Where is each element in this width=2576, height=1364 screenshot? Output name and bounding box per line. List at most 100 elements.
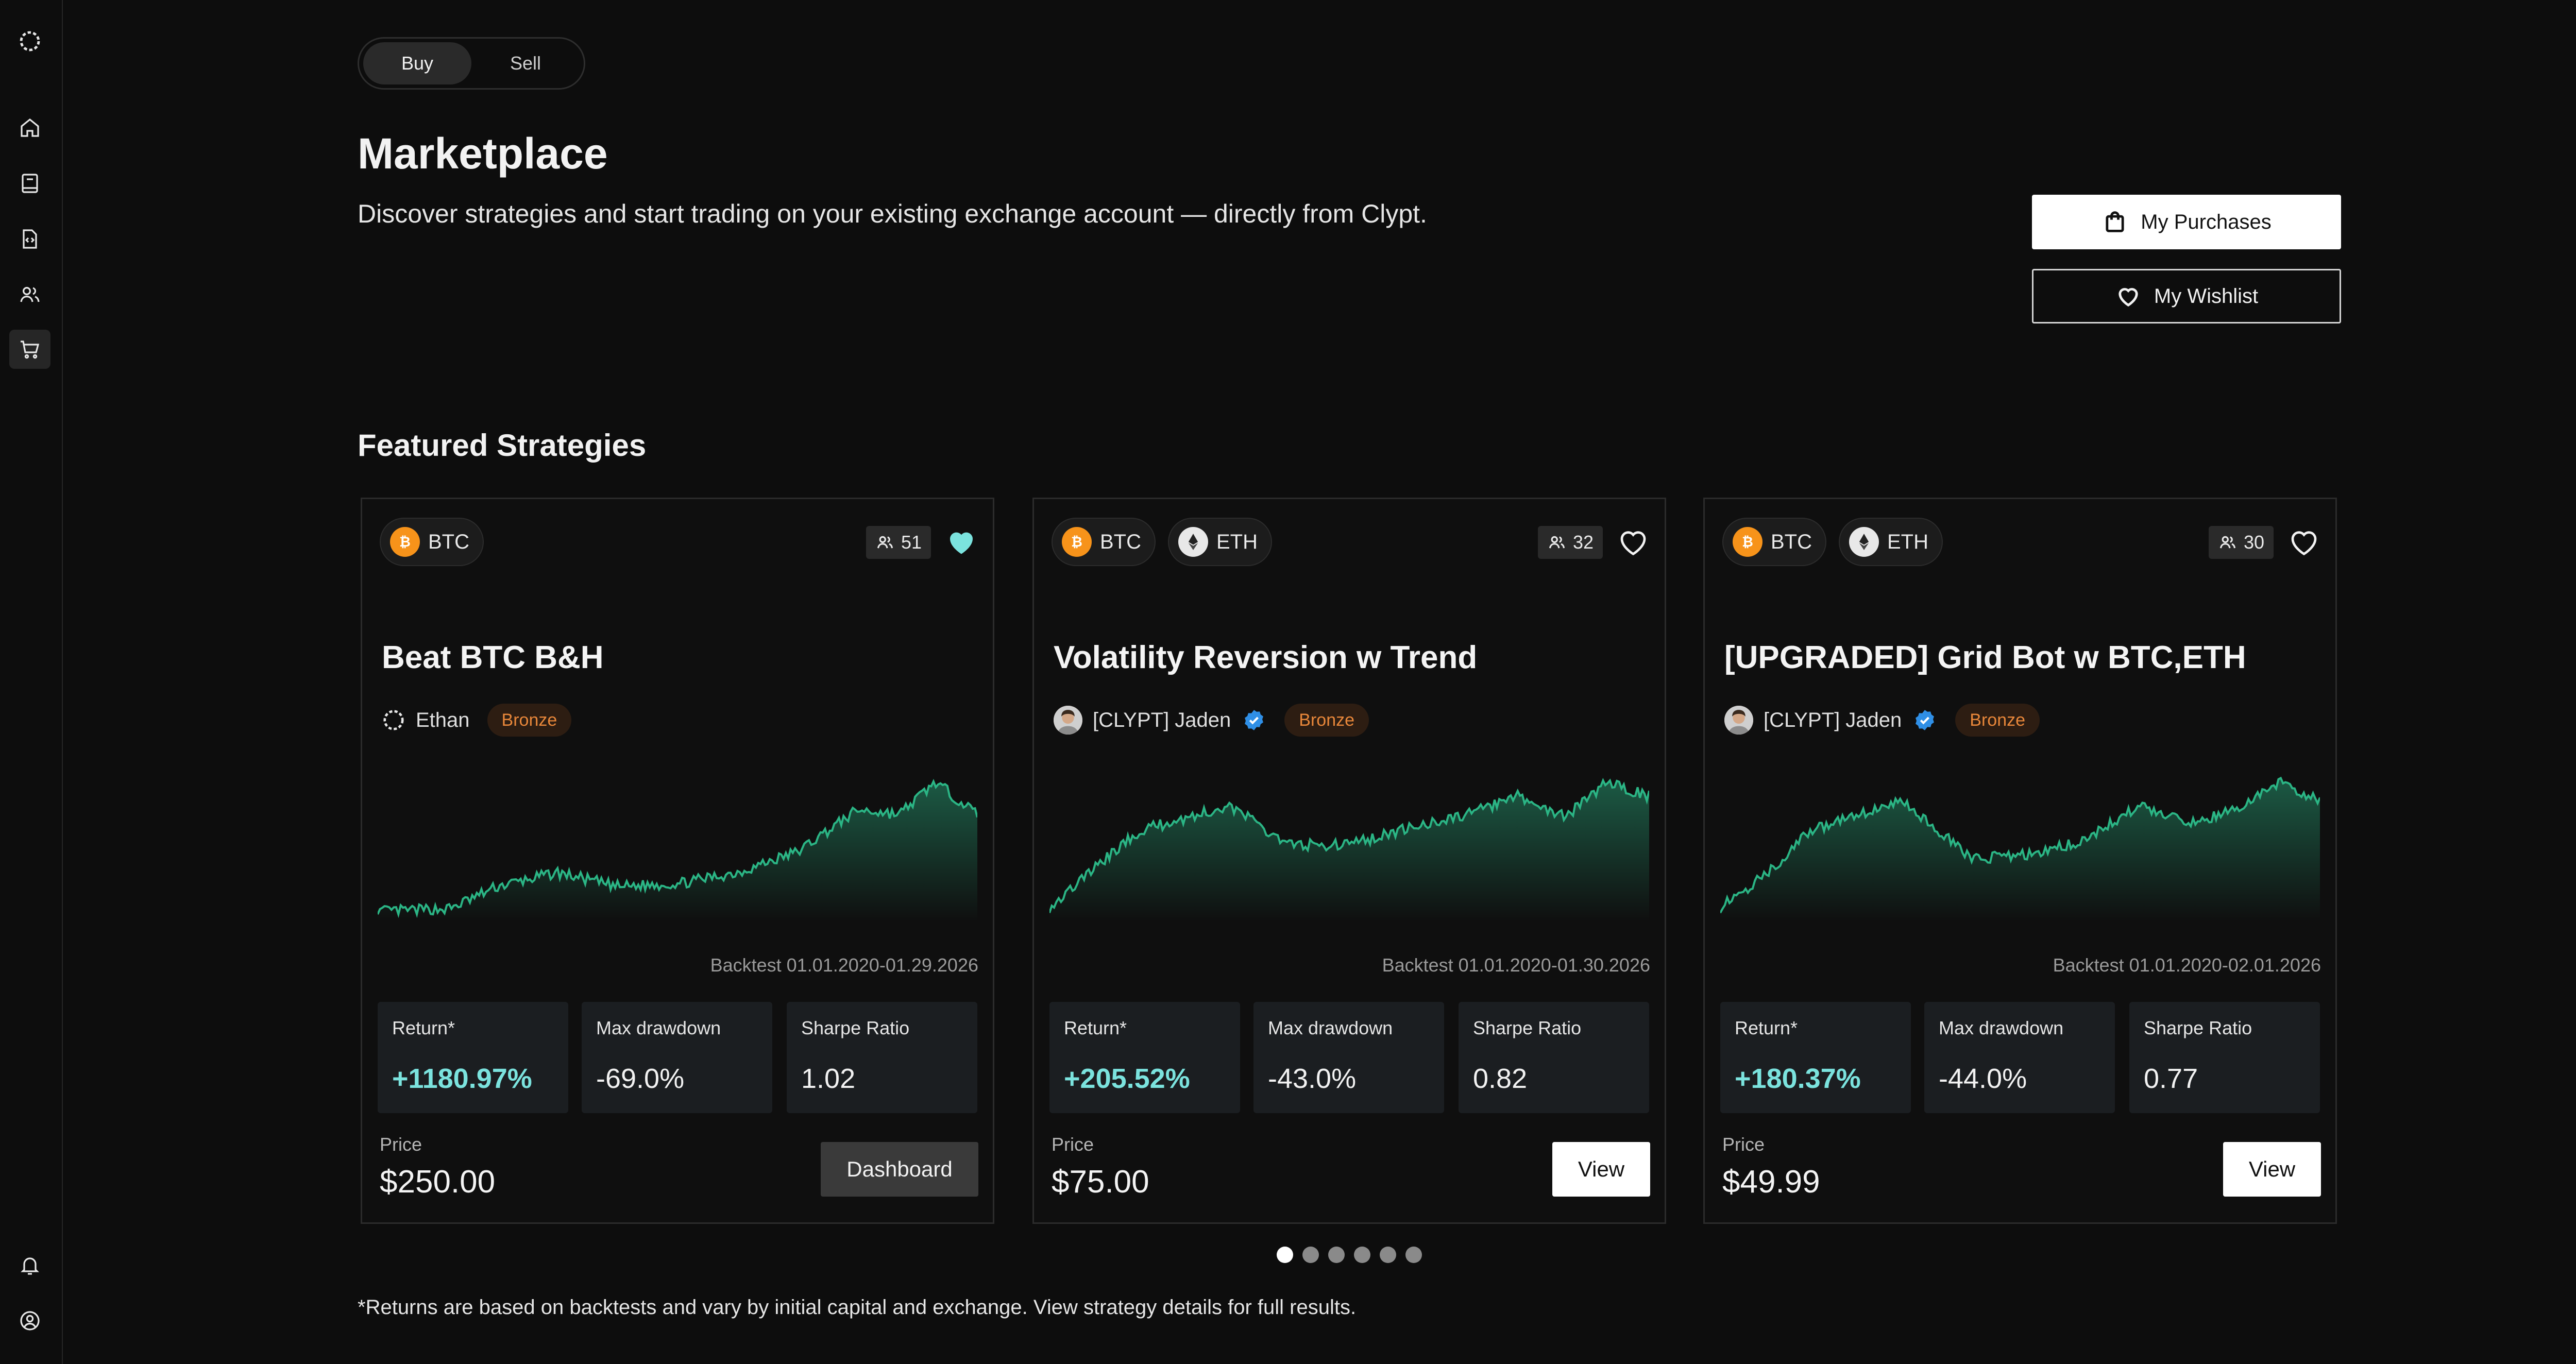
return-metric: Return* +180.37% <box>1720 1002 1911 1113</box>
drawdown-metric: Max drawdown -69.0% <box>582 1002 772 1113</box>
sell-tab[interactable]: Sell <box>510 53 541 74</box>
carousel-dot[interactable] <box>1302 1247 1319 1263</box>
author-avatar <box>383 710 404 730</box>
sharpe-label: Sharpe Ratio <box>2144 1017 2252 1038</box>
my-purchases-button[interactable]: My Purchases <box>2032 195 2341 249</box>
price-value: $250.00 <box>380 1164 496 1200</box>
eth-icon <box>1849 527 1879 557</box>
author-name[interactable]: Ethan <box>416 708 470 731</box>
section-title: Featured Strategies <box>358 428 647 463</box>
sharpe-value: 0.82 <box>1473 1063 1528 1094</box>
chart-line <box>378 778 977 918</box>
btc-icon: ₿ <box>1733 527 1762 557</box>
my-wishlist-label: My Wishlist <box>2154 284 2259 308</box>
tier-badge: Bronze <box>487 704 572 737</box>
drawdown-label: Max drawdown <box>1939 1017 2064 1038</box>
wishlist-heart-icon[interactable] <box>1616 525 1650 559</box>
chart-area <box>1049 780 1649 922</box>
btc-icon: ₿ <box>1062 527 1092 557</box>
view-button[interactable]: View <box>1552 1142 1650 1197</box>
performance-chart <box>1720 776 2320 922</box>
subscriber-count: 30 <box>2243 532 2264 553</box>
return-label: Return* <box>1064 1017 1127 1038</box>
buy-sell-toggle: Buy Sell <box>358 37 585 90</box>
users-icon <box>2219 536 2235 549</box>
sharpe-metric: Sharpe Ratio 1.02 <box>787 1002 977 1113</box>
sharpe-metric: Sharpe Ratio 0.77 <box>2129 1002 2320 1113</box>
price-label: Price <box>1722 1134 1765 1155</box>
sharpe-value: 0.77 <box>2144 1063 2198 1094</box>
author-name[interactable]: [CLYPT] Jaden <box>1764 708 1902 731</box>
carousel-dot[interactable] <box>1328 1247 1345 1263</box>
sharpe-metric: Sharpe Ratio 0.82 <box>1459 1002 1649 1113</box>
my-purchases-label: My Purchases <box>2141 210 2272 233</box>
page-title: Marketplace <box>358 129 608 178</box>
author-name[interactable]: [CLYPT] Jaden <box>1093 708 1231 731</box>
drawdown-label: Max drawdown <box>596 1017 721 1038</box>
tier-badge: Bronze <box>1284 704 1369 737</box>
drawdown-metric: Max drawdown -43.0% <box>1253 1002 1444 1113</box>
carousel-dot[interactable] <box>1354 1247 1370 1263</box>
heart-icon <box>2119 288 2138 307</box>
svg-text:₿: ₿ <box>1742 534 1753 550</box>
backtest-range: Backtest 01.01.2020-01.29.2026 <box>710 954 978 976</box>
drawdown-value: -44.0% <box>1939 1063 2027 1094</box>
buy-tab[interactable]: Buy <box>363 42 471 84</box>
strategy-name[interactable]: [UPGRADED] Grid Bot w BTC,ETH <box>1724 640 2246 675</box>
wishlist-heart-icon[interactable] <box>2287 525 2321 559</box>
wishlist-heart-filled-icon[interactable] <box>944 525 978 559</box>
drawdown-metric: Max drawdown -44.0% <box>1924 1002 2115 1113</box>
author-row: [CLYPT] Jaden Bronze <box>1054 702 1369 738</box>
performance-chart <box>1049 778 1649 922</box>
carousel-pagination <box>1277 1247 1422 1263</box>
account-icon[interactable] <box>9 1301 50 1340</box>
performance-chart <box>378 778 977 922</box>
subscriber-count-badge: 32 <box>1537 526 1603 559</box>
return-label: Return* <box>1735 1017 1798 1038</box>
drawdown-label: Max drawdown <box>1268 1017 1393 1038</box>
chart-line <box>1720 776 2320 914</box>
price-value: $75.00 <box>1052 1164 1149 1200</box>
return-value: +180.37% <box>1735 1063 1861 1094</box>
chart-line <box>1049 778 1649 913</box>
chart-area <box>378 781 977 922</box>
users-icon <box>877 536 893 549</box>
bell-icon[interactable] <box>9 1246 50 1285</box>
dashboard-button[interactable]: Dashboard <box>821 1142 978 1197</box>
sharpe-label: Sharpe Ratio <box>1473 1017 1582 1038</box>
users-icon[interactable] <box>9 275 50 314</box>
strategy-card[interactable]: ₿ BTC ETH 32 Volatility Reversion w Tren… <box>1032 498 1666 1224</box>
code-file-icon[interactable] <box>9 219 50 259</box>
asset-label: ETH <box>1216 530 1258 553</box>
btc-icon: ₿ <box>390 527 420 557</box>
price-label: Price <box>1052 1134 1094 1155</box>
my-wishlist-button[interactable]: My Wishlist <box>2032 269 2341 323</box>
cart-icon[interactable] <box>9 330 50 369</box>
strategy-card[interactable]: ₿ BTC ETH 30 [UPGRADED] Grid Bot w BTC,E… <box>1703 498 2337 1224</box>
return-value: +205.52% <box>1064 1063 1190 1094</box>
asset-label: BTC <box>428 530 469 553</box>
sidebar <box>0 0 63 1364</box>
price-value: $49.99 <box>1722 1164 1820 1200</box>
carousel-dot[interactable] <box>1405 1247 1422 1263</box>
book-icon[interactable] <box>9 164 50 203</box>
carousel-dot[interactable] <box>1277 1247 1293 1263</box>
strategy-name[interactable]: Volatility Reversion w Trend <box>1054 640 1478 675</box>
subscriber-count-badge: 51 <box>866 526 931 559</box>
strategy-card[interactable]: ₿ BTC 51 Beat BTC B&H Ethan Bronze Backt… <box>361 498 994 1224</box>
return-metric: Return* +1180.97% <box>378 1002 568 1113</box>
strategy-name[interactable]: Beat BTC B&H <box>382 640 604 675</box>
asset-chip-btc: ₿ BTC <box>380 518 484 566</box>
asset-chip-btc: ₿ BTC <box>1052 518 1156 566</box>
home-icon[interactable] <box>9 108 50 147</box>
verified-badge-icon <box>1245 710 1264 730</box>
carousel-dot[interactable] <box>1380 1247 1396 1263</box>
chart-area <box>1720 778 2320 922</box>
logo-icon[interactable] <box>9 22 50 61</box>
svg-text:₿: ₿ <box>399 534 411 550</box>
subscriber-count: 32 <box>1572 532 1594 553</box>
author-row: [CLYPT] Jaden Bronze <box>1724 702 2040 738</box>
asset-chip-eth: ETH <box>1839 518 1943 566</box>
view-button[interactable]: View <box>2223 1142 2321 1197</box>
users-icon <box>1549 536 1565 549</box>
